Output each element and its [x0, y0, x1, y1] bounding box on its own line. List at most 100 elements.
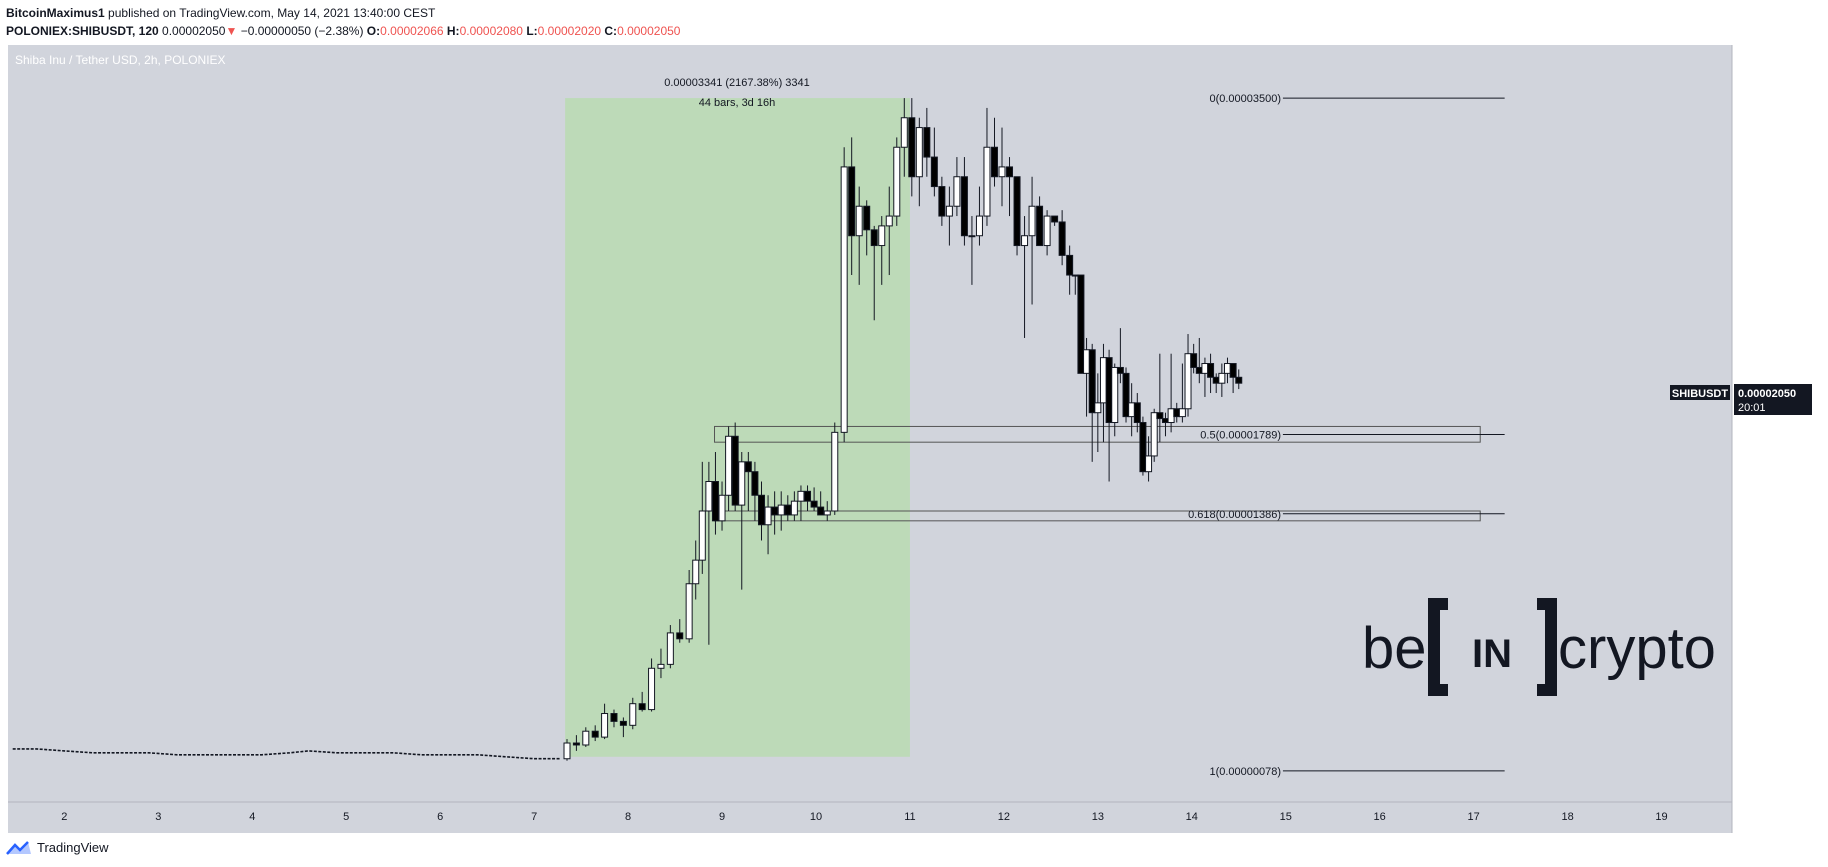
- author-name[interactable]: BitcoinMaximus1: [6, 6, 105, 20]
- candle-body: [638, 703, 646, 711]
- open-value: 0.00002066: [380, 24, 444, 38]
- candle-body: [1229, 363, 1237, 378]
- candle-body: [863, 205, 871, 231]
- tradingview-footer[interactable]: TradingView: [6, 840, 109, 855]
- candle-body: [591, 730, 599, 738]
- candle-body: [1036, 205, 1044, 247]
- candle-body: [804, 490, 812, 502]
- candle-body: [1111, 366, 1119, 424]
- candle-body: [938, 186, 946, 217]
- candle-body: [953, 176, 961, 207]
- candle-body: [1077, 274, 1085, 374]
- price-tag-value: 0.00002050: [1738, 388, 1796, 400]
- candle-body: [900, 117, 908, 148]
- y-tick-label: 0.00003600: [1744, 73, 1802, 85]
- symbol-tag-text: SHIBUSDT: [1672, 388, 1729, 400]
- candle-body: [1212, 376, 1220, 384]
- candle-body: [968, 235, 976, 238]
- logo-text-in: IN: [1472, 632, 1512, 676]
- candle-body: [840, 166, 848, 433]
- candle-body: [1058, 221, 1066, 256]
- candle-body: [1235, 376, 1243, 384]
- candle-body: [1156, 412, 1164, 420]
- y-tick-label: 0.00001800: [1744, 427, 1802, 439]
- candle-body: [975, 215, 983, 237]
- candle-body: [1218, 372, 1226, 384]
- candle-body: [1223, 363, 1231, 374]
- close-label: C:: [604, 24, 618, 38]
- x-tick-label: 9: [719, 811, 725, 823]
- y-tick-label: 0.00000600: [1744, 663, 1802, 675]
- candle-body: [1043, 215, 1051, 247]
- candle-body: [563, 742, 571, 760]
- current-price-tag: SHIBUSDT 0.00002050 20:01: [1670, 384, 1812, 415]
- y-tick-label: 0.00000800: [1744, 624, 1802, 636]
- measure-text-2: 44 bars, 3d 16h: [699, 97, 775, 109]
- candle-body: [725, 435, 733, 496]
- fib-label-3: 1(0.00000078): [1209, 766, 1281, 778]
- price-tag-bg: [1734, 384, 1812, 415]
- candle-body: [1161, 418, 1169, 424]
- candle-body: [797, 490, 805, 502]
- candle-body: [810, 500, 818, 508]
- candle-body: [1028, 205, 1036, 237]
- high-value: 0.00002080: [459, 24, 523, 38]
- candle-body: [610, 713, 618, 722]
- candle-body: [601, 713, 609, 738]
- y-tick-label: 0.00002800: [1744, 231, 1802, 243]
- x-tick-label: 14: [1186, 811, 1198, 823]
- fib-label-2: 0.618(0.00001386): [1188, 509, 1281, 521]
- candle-body: [1195, 366, 1203, 374]
- x-tick-label: 7: [531, 811, 537, 823]
- measure-text-1: 0.00003341 (2167.38%) 3341: [664, 77, 810, 89]
- price-change: −0.00000050 (−2.38%): [240, 24, 364, 38]
- candle-body: [983, 146, 991, 217]
- candle-body: [582, 730, 590, 746]
- candle-body: [751, 471, 759, 496]
- candle-body: [619, 720, 627, 726]
- x-tick-label: 17: [1468, 811, 1480, 823]
- candle-body: [666, 632, 674, 665]
- currency-label: USDT: [1763, 54, 1793, 66]
- publish-line: BitcoinMaximus1 published on TradingView…: [6, 4, 680, 22]
- fib-label-0: 0(0.00003500): [1209, 93, 1281, 105]
- x-tick-label: 12: [998, 811, 1010, 823]
- x-tick-label: 10: [810, 811, 822, 823]
- y-tick-label: 0.00001200: [1744, 545, 1802, 557]
- price-tag-countdown: 20:01: [1738, 402, 1766, 414]
- candle-body: [572, 742, 580, 746]
- candle-body: [1201, 363, 1209, 374]
- y-tick-label: 0.00003200: [1744, 152, 1802, 164]
- candle-body: [885, 215, 893, 227]
- down-arrow-icon: ▼: [225, 24, 238, 38]
- candle-body: [1173, 408, 1181, 418]
- y-tick-label: 0.00003400: [1744, 113, 1802, 125]
- x-tick-label: 6: [437, 811, 443, 823]
- candle-body: [893, 146, 901, 217]
- x-tick-label: 19: [1655, 811, 1667, 823]
- candle-body: [744, 461, 752, 473]
- candle-body: [777, 504, 785, 516]
- becrypto-logo: be IN crypto: [1362, 598, 1716, 696]
- price-range-box: [565, 98, 910, 757]
- candle-body: [1099, 357, 1107, 404]
- candle-body: [831, 431, 839, 512]
- tradingview-brand: TradingView: [37, 840, 109, 855]
- candle-body: [790, 500, 798, 516]
- logo-text-be: be: [1362, 616, 1427, 681]
- candle-body: [998, 166, 1006, 178]
- high-label: H:: [446, 24, 460, 38]
- candle-body: [915, 127, 923, 178]
- candle-body: [705, 481, 713, 512]
- chart-header: BitcoinMaximus1 published on TradingView…: [6, 4, 680, 40]
- y-tick-label: 0.00001400: [1744, 506, 1802, 518]
- candle-body: [960, 176, 968, 237]
- candle-body: [945, 205, 953, 217]
- candle-body: [711, 481, 719, 522]
- candle-body: [878, 225, 886, 247]
- y-tick-label: 0.00002400: [1744, 309, 1802, 321]
- candle-body: [1116, 366, 1124, 374]
- candle-body: [685, 583, 693, 640]
- candle-body: [784, 504, 792, 516]
